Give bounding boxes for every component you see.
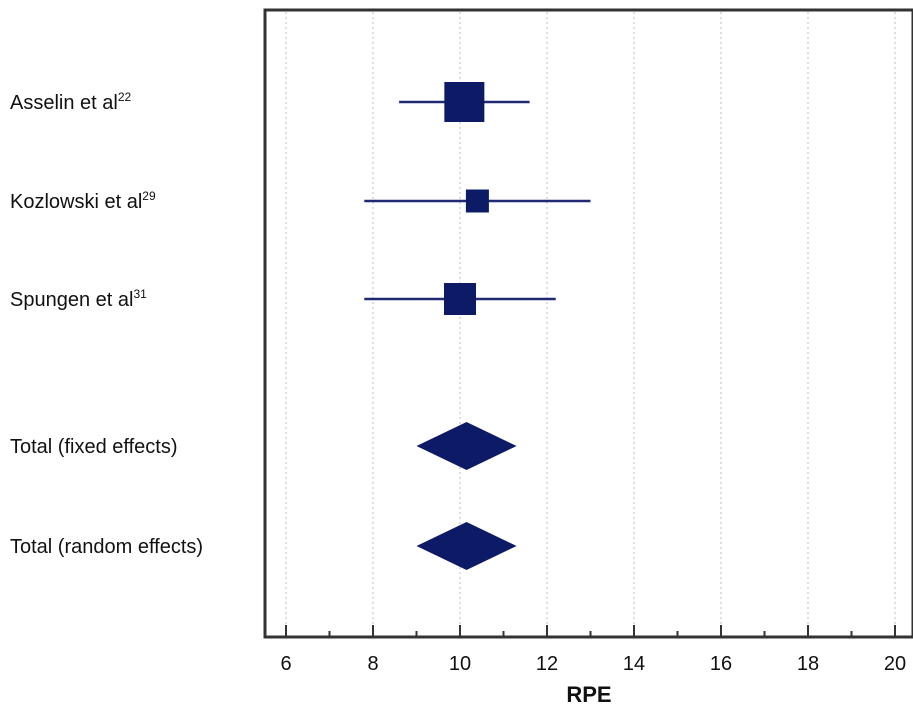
study-reference: 22 [118,90,132,104]
plot-frame [263,8,913,639]
forest-marks [364,82,591,570]
study-labels: Asselin et al22 Kozlowski et al29 Spungen … [10,90,203,558]
x-axis: 6 8 10 12 14 16 18 20 [280,625,906,675]
tick-label-6: 6 [280,653,291,675]
tick-label-12: 12 [536,653,558,675]
study-label-3: Spungen et al31 [10,287,147,311]
study-label-1: Asselin et al22 [10,90,132,114]
grid-lines [285,12,896,635]
study-marker-3 [444,283,476,315]
study-name: Kozlowski et al [10,191,142,213]
tick-label-14: 14 [623,653,645,675]
tick-label-18: 18 [797,653,819,675]
total-diamond-2 [416,522,517,570]
study-reference: 29 [142,189,156,203]
total-label-1: Total (fixed effects) [10,436,177,458]
study-marker-2 [465,189,489,213]
tick-label-10: 10 [449,653,471,675]
study-label-2: Kozlowski et al29 [10,189,156,213]
total-label-2: Total (random effects) [10,536,203,558]
tick-label-16: 16 [710,653,732,675]
total-diamond-1 [416,422,517,470]
study-marker-1 [444,82,485,122]
tick-label-20: 20 [884,653,906,675]
study-reference: 31 [133,287,147,301]
tick-label-8: 8 [367,653,378,675]
x-axis-title: RPE [566,682,611,707]
study-name: Asselin et al [10,92,118,114]
study-name: Spungen et al [10,289,133,311]
